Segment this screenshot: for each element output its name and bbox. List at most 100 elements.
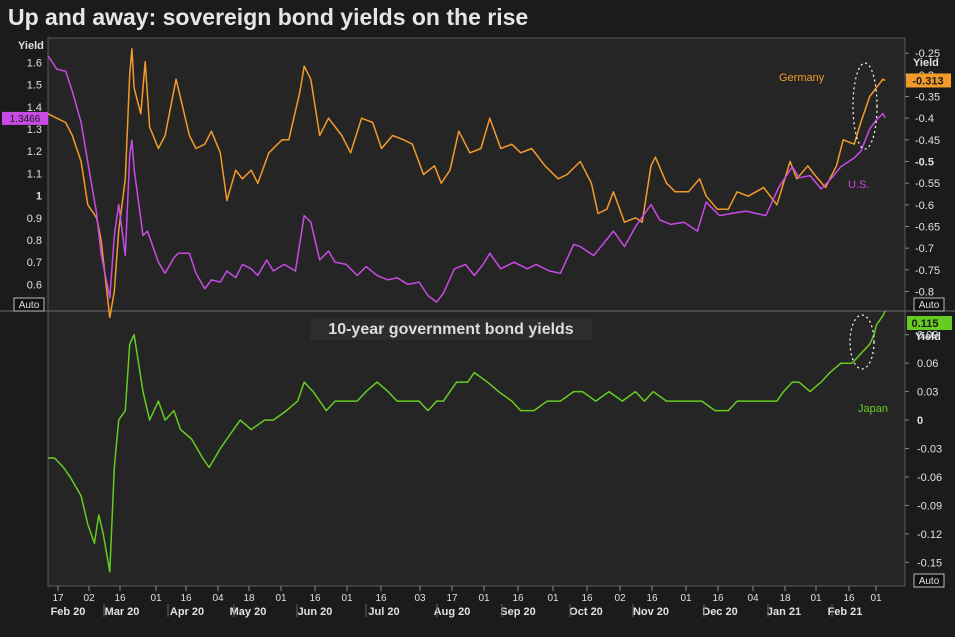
x-day-label: 17 xyxy=(446,593,458,604)
right-tick-label: -0.7 xyxy=(915,243,934,255)
bottom-right-tick-label: 0.03 xyxy=(917,387,938,399)
germany-line xyxy=(47,48,886,319)
auto-button-top-right xyxy=(913,297,945,312)
x-day-label: 16 xyxy=(309,593,321,604)
left-tick-label: 1.4 xyxy=(27,102,42,114)
x-day-label: 01 xyxy=(341,593,353,604)
bottom-right-axis-title: Yield xyxy=(915,331,941,343)
us-current-tag xyxy=(2,111,48,125)
japan-current-value: 0.115 xyxy=(912,318,939,330)
x-month-label: Nov 20 xyxy=(633,606,669,618)
right-tick-label: -0.4 xyxy=(915,113,934,125)
x-day-label: 17 xyxy=(52,593,64,604)
auto-button-bottom-right xyxy=(913,573,945,588)
x-month-label: Aug 20 xyxy=(434,606,471,618)
left-tick-label: 1 xyxy=(36,191,42,203)
right-tick-label: -0.8 xyxy=(915,287,934,299)
left-tick-label: 1.1 xyxy=(27,168,42,180)
bottom-panel xyxy=(47,310,906,587)
x-month-label: Apr 20 xyxy=(170,606,204,618)
bottom-right-tick-label: 0.09 xyxy=(917,330,938,342)
highlight-ellipse-top xyxy=(852,62,878,150)
x-day-label: 01 xyxy=(275,593,287,604)
top-panel xyxy=(47,37,906,312)
highlight-ellipse-bottom xyxy=(849,314,875,370)
right-tick-label: -0.65 xyxy=(915,222,940,234)
x-day-label: 01 xyxy=(870,593,882,604)
left-tick-label: 1.6 xyxy=(27,57,42,69)
germany-current-tag xyxy=(906,73,951,88)
us-current-value: 1.3466 xyxy=(10,114,41,125)
left-tick-label: 0.7 xyxy=(27,257,42,269)
x-day-label: 01 xyxy=(547,593,559,604)
japan-label: Japan xyxy=(858,403,888,415)
top-left-axis-title: Yield xyxy=(18,40,44,52)
x-day-label: 03 xyxy=(414,593,426,604)
left-tick-label: 1.2 xyxy=(27,146,42,158)
right-tick-label: -0.75 xyxy=(915,265,940,277)
bottom-right-tick-label: -0.03 xyxy=(917,444,942,456)
x-day-label: 16 xyxy=(581,593,593,604)
japan-current-tag xyxy=(907,316,952,330)
bottom-right-tick-label: -0.06 xyxy=(917,472,942,484)
x-day-label: 18 xyxy=(243,593,255,604)
chart-title: Up and away: sovereign bond yields on th… xyxy=(8,4,529,30)
left-tick-label: 1.3 xyxy=(27,124,42,136)
left-tick-label: 0.6 xyxy=(27,279,42,291)
bottom-right-tick-label: 0 xyxy=(917,415,923,427)
x-day-label: 16 xyxy=(712,593,724,604)
x-day-label: 01 xyxy=(680,593,692,604)
x-day-label: 02 xyxy=(614,593,626,604)
right-tick-label: -0.6 xyxy=(915,200,934,212)
auto-button-top-left xyxy=(13,297,45,312)
x-day-label: 16 xyxy=(375,593,387,604)
bottom-right-tick-label: 0.06 xyxy=(917,358,938,370)
subtitle-background xyxy=(310,318,592,340)
germany-label: Germany xyxy=(779,72,825,84)
left-tick-label: 0.9 xyxy=(27,213,42,225)
x-month-label: Oct 20 xyxy=(569,606,603,618)
x-day-label: 01 xyxy=(478,593,490,604)
x-day-label: 04 xyxy=(212,593,224,604)
japan-line xyxy=(48,310,886,573)
x-month-label: Feb 21 xyxy=(828,606,863,618)
x-month-label: Sep 20 xyxy=(500,606,535,618)
x-day-label: 02 xyxy=(83,593,95,604)
x-day-label: 16 xyxy=(843,593,855,604)
auto-button-top-right-label: Auto xyxy=(919,300,940,311)
left-tick-label: 0.8 xyxy=(27,235,42,247)
x-month-label: Jul 20 xyxy=(368,606,399,618)
germany-current-value: -0.313 xyxy=(912,75,943,87)
auto-button-top-left-label: Auto xyxy=(19,300,40,311)
x-month-label: Jun 20 xyxy=(298,606,333,618)
left-tick-label: 1.5 xyxy=(27,80,42,92)
x-day-label: 01 xyxy=(150,593,162,604)
bottom-right-tick-label: -0.15 xyxy=(917,557,942,569)
x-month-label: Jan 21 xyxy=(767,606,801,618)
top-right-axis-title: Yield xyxy=(913,57,939,69)
x-day-label: 16 xyxy=(114,593,126,604)
right-tick-label: -0.25 xyxy=(915,48,940,60)
x-day-label: 01 xyxy=(810,593,822,604)
bottom-right-tick-label: -0.12 xyxy=(917,529,942,541)
right-tick-label: -0.35 xyxy=(915,92,940,104)
x-day-label: 18 xyxy=(779,593,791,604)
x-day-label: 16 xyxy=(180,593,192,604)
us-label: U.S. xyxy=(848,179,869,191)
us-line xyxy=(47,55,886,303)
x-month-label: Feb 20 xyxy=(51,606,86,618)
x-month-label: Mar 20 xyxy=(105,606,140,618)
right-tick-label: -0.45 xyxy=(915,135,940,147)
x-day-label: 16 xyxy=(646,593,658,604)
x-day-label: 16 xyxy=(512,593,524,604)
auto-button-bottom-right-label: Auto xyxy=(919,576,940,587)
right-tick-label: -0.5 xyxy=(915,157,934,169)
subtitle: 10-year government bond yields xyxy=(328,321,574,338)
x-month-label: Dec 20 xyxy=(702,606,737,618)
x-month-label: May 20 xyxy=(230,606,267,618)
x-day-label: 04 xyxy=(747,593,759,604)
right-tick-label: -0.55 xyxy=(915,178,940,190)
bottom-right-tick-label: -0.09 xyxy=(917,500,942,512)
